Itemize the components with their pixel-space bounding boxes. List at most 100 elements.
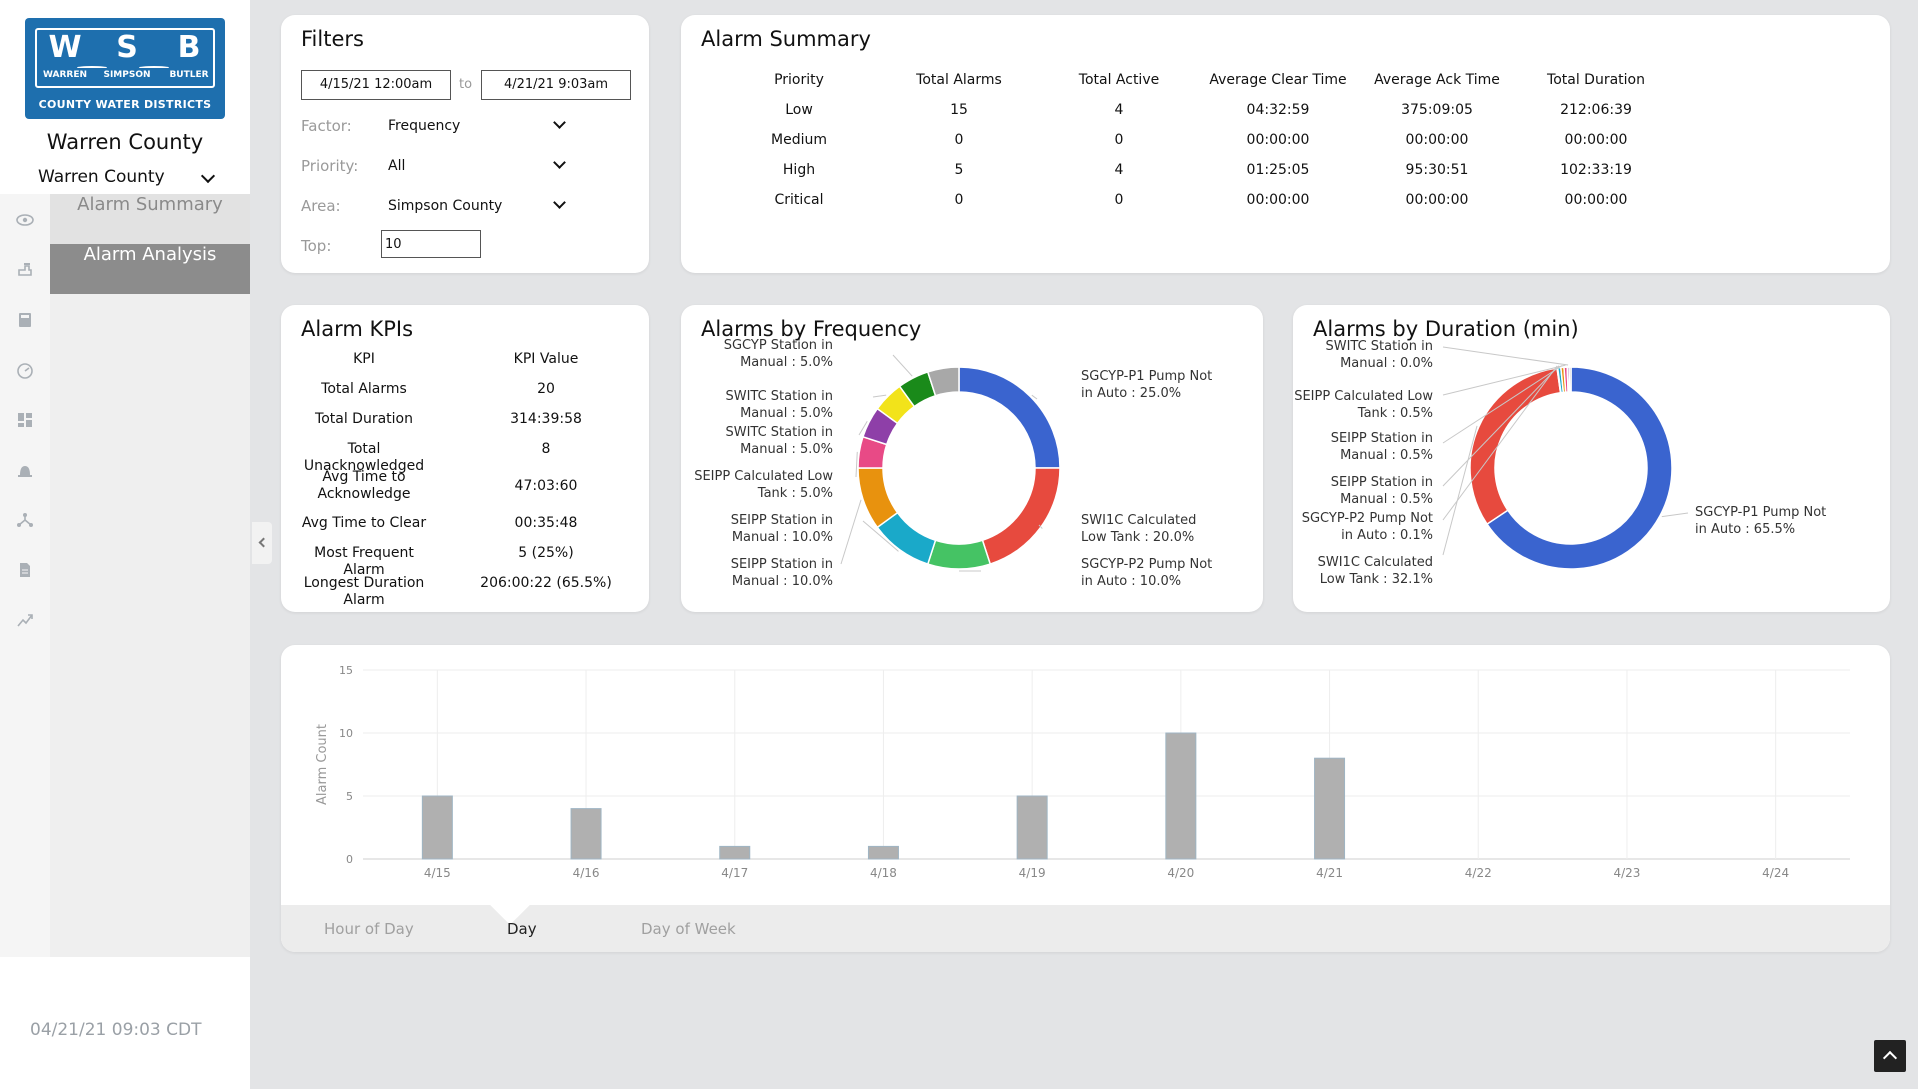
summary-cell: 0 (1114, 132, 1124, 148)
date-from-input[interactable]: 4/15/21 12:00am (301, 70, 451, 100)
icon-rail (0, 194, 50, 957)
summary-cell: 5 (954, 162, 964, 178)
summary-cell: 15 (950, 102, 968, 118)
nav-item-alarm-analysis[interactable]: Alarm Analysis (50, 244, 250, 294)
chevron-down-icon[interactable] (553, 196, 566, 209)
tab-hour-of-day[interactable]: Hour of Day (324, 920, 414, 938)
summary-cell: 00:00:00 (1564, 132, 1628, 148)
x-tick-label: 4/21 (1316, 866, 1343, 880)
alarm-summary-card: Alarm Summary Priority Total Alarms Total … (681, 15, 1890, 273)
dashboard-icon[interactable] (15, 410, 35, 430)
nav-panel: Alarm Summary Alarm Analysis (50, 194, 250, 957)
pie-label: SGCYP-P1 Pump Not in Auto : 25.0% (1081, 369, 1213, 401)
frequency-chart-title: Alarms by Frequency (701, 317, 922, 341)
bar[interactable] (570, 808, 602, 860)
top-label: Top: (301, 237, 332, 255)
pie-label: SEIPP Station in Manual : 0.5% (1330, 475, 1433, 507)
priority-select[interactable]: All (388, 158, 406, 174)
kpi-header-cell: KPI (353, 351, 375, 367)
pie-label: SEIPP Station in Manual : 10.0% (730, 513, 833, 545)
factor-label: Factor: (301, 117, 352, 135)
kpi-value-cell: 47:03:60 (514, 478, 578, 494)
pie-slice[interactable] (981, 467, 1061, 566)
summary-header-cell: Average Ack Time (1374, 72, 1500, 88)
date-to-input[interactable]: 4/21/21 9:03am (481, 70, 631, 100)
chevron-down-icon[interactable] (553, 156, 566, 169)
x-tick-label: 4/18 (870, 866, 897, 880)
bar[interactable] (1165, 732, 1197, 860)
alarm-count-bar-chart: 0 5 10 15 Alarm Count 4/15 4/16 4/17 4/18 4/19 4/2… (315, 664, 1850, 880)
collapse-sidebar-button[interactable] (252, 522, 272, 564)
pie-slice[interactable] (926, 539, 992, 570)
pie-label: SEIPP Calculated Low Tank : 5.0% (694, 469, 833, 501)
bar-chart-tabs: Hour of Day Day Day of Week (281, 885, 1890, 952)
pie-leader-line (1442, 346, 1569, 366)
pie-leader-line (1442, 364, 1563, 444)
bar[interactable] (867, 845, 899, 860)
pie-slice[interactable] (926, 366, 960, 397)
summary-cell: Medium (771, 132, 827, 148)
bar[interactable] (1016, 795, 1048, 860)
frequency-donut-chart (840, 354, 1061, 572)
x-tick-label: 4/15 (424, 866, 451, 880)
tab-day-of-week[interactable]: Day of Week (641, 920, 736, 938)
tab-day[interactable]: Day (507, 920, 537, 938)
pie-slice[interactable] (1485, 366, 1673, 570)
summary-cell: 00:00:00 (1405, 192, 1469, 208)
summary-header-cell: Priority (774, 72, 824, 88)
bar[interactable] (1314, 757, 1346, 860)
pie-label: SWITC Station in Manual : 5.0% (725, 425, 833, 457)
pie-label: SEIPP Station in Manual : 0.5% (1330, 431, 1433, 463)
logo-subtitle: COUNTY WATER DISTRICTS (38, 98, 212, 111)
summary-header-cell: Average Clear Time (1209, 72, 1347, 88)
eye-icon[interactable] (15, 210, 35, 230)
kpi-value-cell: 314:39:58 (510, 411, 582, 427)
y-axis-label: Alarm Count (315, 724, 330, 805)
pie-label: SGCYP-P2 Pump Not in Auto : 0.1% (1301, 511, 1433, 543)
filters-title: Filters (301, 27, 364, 51)
trend-icon[interactable] (15, 610, 35, 630)
kpi-value-cell: 00:35:48 (514, 515, 578, 531)
pie-label: SWI1C Calculated Low Tank : 32.1% (1317, 555, 1433, 587)
summary-cell: 212:06:39 (1560, 102, 1632, 118)
chevron-down-icon[interactable] (553, 116, 566, 129)
y-tick-label: 15 (339, 664, 353, 677)
pie-slice[interactable] (958, 366, 1061, 469)
summary-header-cell: Total Duration (1547, 72, 1645, 88)
county-select[interactable]: Warren County (38, 167, 216, 193)
alarms-by-duration-card: Alarms by Duration (min) SGCYP-P1 Pump N… (1293, 305, 1890, 612)
pie-leader-line (855, 451, 858, 478)
area-select[interactable]: Simpson County (388, 198, 503, 214)
network-icon[interactable] (15, 510, 35, 530)
pie-label: SEIPP Calculated Low Tank : 0.5% (1294, 389, 1433, 421)
scroll-to-top-button[interactable] (1874, 1040, 1906, 1072)
pie-leader-line (1442, 364, 1566, 396)
logo-letter-b: B (177, 30, 201, 65)
pie-leader-line (1442, 365, 1558, 521)
document-icon[interactable] (15, 560, 35, 580)
pie-leader-line (892, 354, 913, 377)
bar[interactable] (421, 795, 453, 860)
tap-icon[interactable] (15, 260, 35, 280)
summary-cell: 0 (954, 132, 964, 148)
gauge-icon[interactable] (15, 360, 35, 380)
kpi-name-cell: Total Alarms (321, 381, 407, 397)
bar[interactable] (719, 845, 751, 860)
pie-slice[interactable] (1568, 366, 1572, 393)
pie-leader-line (858, 420, 868, 436)
pie-slice[interactable] (1469, 367, 1562, 526)
factor-select[interactable]: Frequency (388, 118, 461, 134)
x-tick-label: 4/20 (1167, 866, 1194, 880)
kpi-name-cell: Longest Duration Alarm (303, 575, 425, 608)
x-tick-label: 4/22 (1465, 866, 1492, 880)
summary-cell: 0 (954, 192, 964, 208)
alarm-bell-icon[interactable] (15, 460, 35, 480)
kpi-value-cell: 20 (537, 381, 555, 397)
calculator-icon[interactable] (15, 310, 35, 330)
x-tick-label: 4/23 (1613, 866, 1640, 880)
pie-label: SGCYP-P2 Pump Not in Auto : 10.0% (1081, 557, 1213, 589)
clock-timestamp: 04/21/21 09:03 CDT (30, 1020, 202, 1040)
top-input[interactable] (381, 230, 481, 258)
nav-item-alarm-summary[interactable]: Alarm Summary (50, 194, 250, 244)
date-separator: to (459, 77, 473, 92)
